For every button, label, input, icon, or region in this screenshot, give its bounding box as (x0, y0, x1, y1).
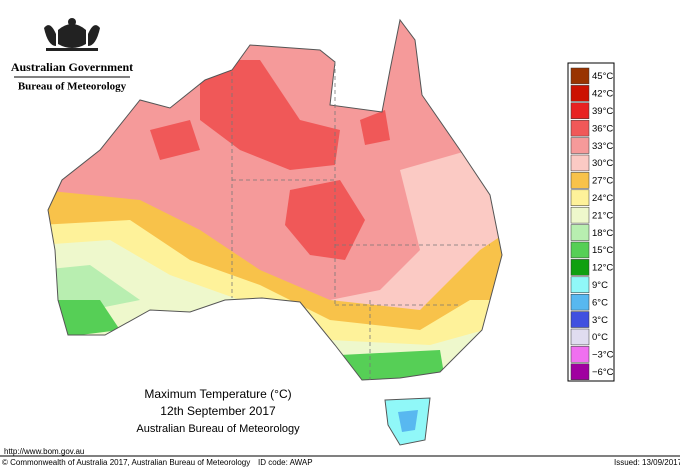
issued: Issued: 13/09/2017 (614, 458, 680, 467)
legend-swatch (570, 241, 590, 259)
legend-label: 30°C (592, 158, 613, 169)
legend-label: 21°C (592, 210, 613, 221)
legend-swatch (570, 311, 590, 328)
legend-label: 42°C (592, 89, 613, 100)
map-title: Maximum Temperature (°C) (144, 387, 291, 401)
legend-swatch (570, 328, 590, 346)
copyright: © Commonwealth of Australia 2017, Austra… (2, 458, 250, 467)
legend-label: −3°C (592, 350, 614, 361)
legend-swatch (570, 102, 590, 119)
legend-swatch (570, 224, 590, 241)
coastline (47, 18, 503, 381)
legend-swatch (570, 259, 590, 276)
legend-label: 27°C (592, 176, 613, 187)
legend-swatch (570, 172, 590, 189)
borders (231, 62, 490, 380)
legend-swatch (570, 85, 590, 102)
id-code: ID code: AWAP (258, 458, 313, 467)
agency: Bureau of Meteorology (18, 81, 127, 93)
tasmania-cold (398, 410, 418, 432)
legend-label: −6°C (592, 367, 614, 378)
legend-swatch (570, 363, 590, 380)
legend: 45°C 42°C 39°C 36°C 33°C 30°C 27°C 24°C 21°C 18°C… (570, 67, 614, 380)
legend-label: 6°C (592, 297, 608, 308)
legend-swatch (570, 346, 590, 363)
government: Australian Government (11, 60, 133, 74)
legend-label: 0°C (592, 332, 608, 343)
legend-label: 36°C (592, 123, 613, 134)
legend-swatch (570, 276, 590, 293)
url: http://www.bom.gov.au (4, 447, 84, 456)
legend-label: 24°C (592, 193, 613, 204)
legend-swatch (570, 67, 590, 85)
legend-swatch (570, 119, 590, 137)
legend-swatch (570, 293, 590, 311)
legend-label: 18°C (592, 228, 613, 239)
legend-swatch (570, 189, 590, 206)
legend-swatch (570, 137, 590, 154)
legend-swatch (570, 154, 590, 172)
legend-label: 12°C (592, 263, 613, 274)
crest (44, 18, 100, 51)
legend-label: 39°C (592, 106, 613, 117)
legend-label: 9°C (592, 280, 608, 291)
legend-label: 3°C (592, 315, 608, 326)
map-source: Australian Bureau of Meteorology (136, 423, 300, 435)
map-date: 12th September 2017 (160, 404, 276, 418)
legend-label: 45°C (592, 71, 613, 82)
legend-label: 15°C (592, 245, 613, 256)
legend-label: 33°C (592, 141, 613, 152)
legend-swatch (570, 206, 590, 224)
